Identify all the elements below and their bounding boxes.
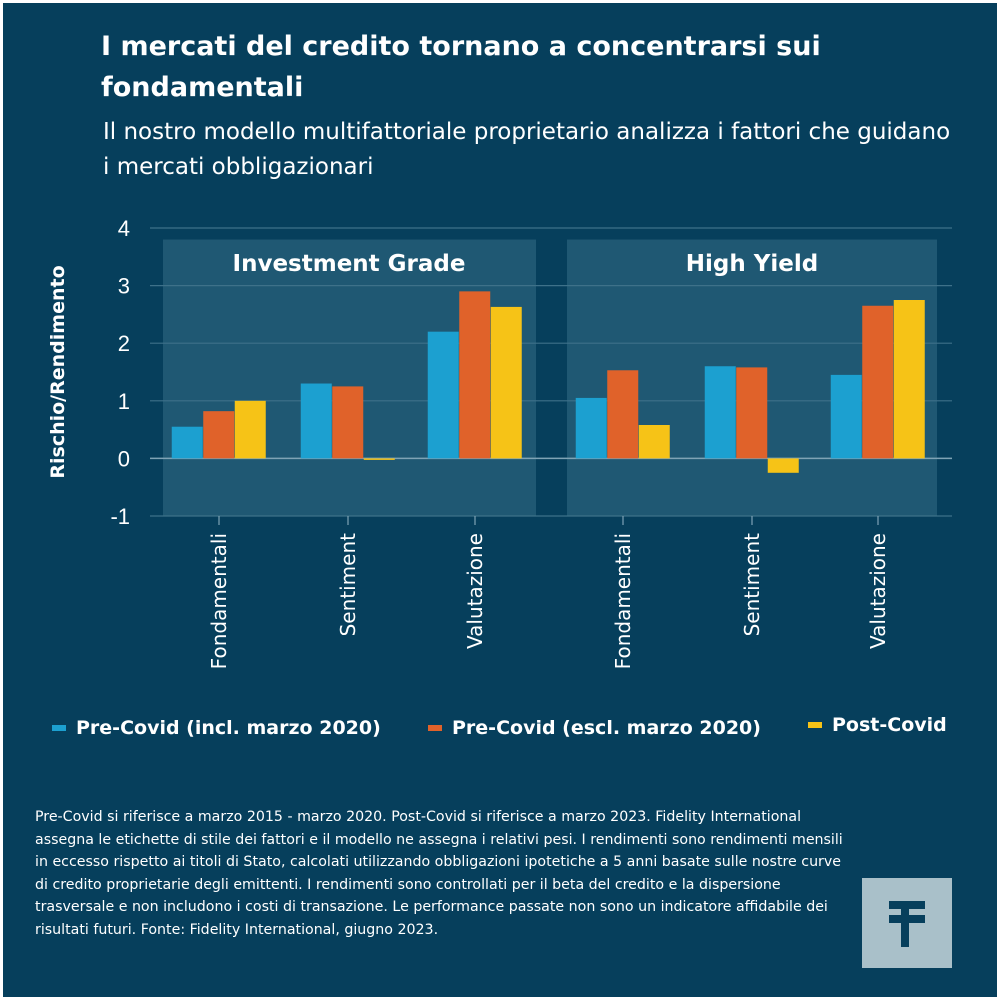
bar	[363, 458, 395, 460]
bar	[171, 426, 203, 459]
category-label: Valutazione	[463, 533, 487, 649]
category-label: Fondamentali	[611, 533, 635, 669]
bar	[638, 424, 670, 459]
fidelity-logo	[862, 878, 952, 968]
bar	[234, 400, 266, 459]
y-tick-label: 3	[118, 274, 130, 299]
legend-item-pre-covid-escl: Pre-Covid (escl. marzo 2020)	[428, 717, 761, 739]
footnote: Pre-Covid si riferisce a marzo 2015 - ma…	[35, 809, 843, 938]
bar	[893, 300, 925, 459]
category-label: Valutazione	[866, 533, 890, 649]
category-label: Sentiment	[336, 533, 360, 637]
chart-title: I mercati del credito tornano a concentr…	[101, 31, 821, 103]
y-axis-label: Rischio/Rendimento	[47, 265, 69, 478]
legend-label-post-covid: Post-Covid	[832, 714, 947, 736]
panel-title: High Yield	[686, 251, 818, 277]
bar	[575, 397, 607, 459]
y-tick-label: 1	[118, 389, 130, 414]
bar	[427, 331, 459, 459]
bar	[767, 458, 799, 473]
bar	[332, 386, 364, 459]
bar	[704, 366, 736, 459]
bar	[490, 306, 522, 459]
legend-item-post-covid: Post-Covid	[808, 714, 947, 736]
bar	[607, 370, 639, 459]
bar	[862, 305, 894, 459]
legend-label-pre-covid-incl: Pre-Covid (incl. marzo 2020)	[76, 717, 381, 739]
chart-subtitle: Il nostro modello multifattoriale propri…	[103, 119, 951, 180]
fidelity-logo-icon	[889, 901, 925, 947]
bar	[203, 411, 235, 459]
bar	[736, 367, 768, 459]
bar	[459, 291, 491, 459]
y-tick-label: 4	[118, 216, 130, 241]
category-label: Sentiment	[740, 533, 764, 637]
legend-label-pre-covid-escl: Pre-Covid (escl. marzo 2020)	[452, 717, 761, 739]
legend-swatch-post-covid	[808, 722, 822, 728]
legend-swatch-pre-covid-escl	[428, 725, 442, 731]
y-tick-label: 0	[118, 446, 130, 471]
bar	[830, 374, 862, 459]
legend: Pre-Covid (incl. marzo 2020) Pre-Covid (…	[0, 714, 1000, 754]
bar	[300, 383, 332, 459]
legend-item-pre-covid-incl: Pre-Covid (incl. marzo 2020)	[52, 717, 381, 739]
legend-swatch-pre-covid-incl	[52, 725, 66, 731]
y-tick-label: -1	[110, 504, 130, 529]
y-tick-label: 2	[118, 331, 130, 356]
panel-title: Investment Grade	[233, 251, 466, 277]
category-label: Fondamentali	[207, 533, 231, 669]
